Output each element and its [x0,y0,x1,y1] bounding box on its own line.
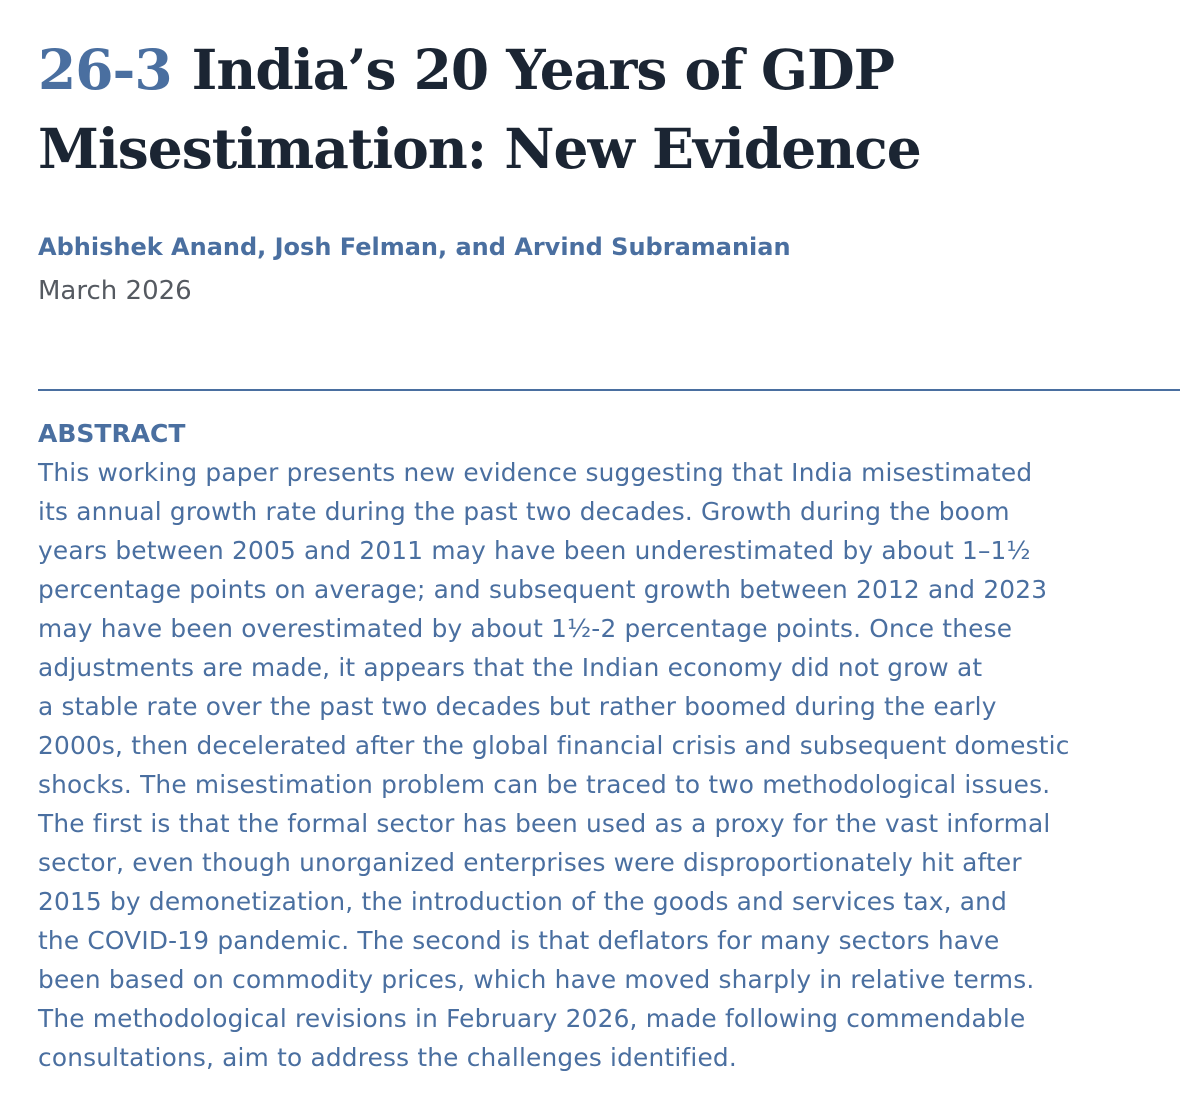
paper-date: March 2026 [38,276,192,306]
abstract-heading: ABSTRACT [38,419,186,448]
abstract-line: The first is that the formal sector has … [38,809,1051,838]
abstract-line: The methodological revisions in February… [38,1004,1026,1033]
abstract-line: its annual growth rate during the past t… [38,497,1010,526]
abstract-line: percentage points on average; and subseq… [38,575,1048,604]
paper-header: 26-3 India’s 20 Years of GDP Misestimatio… [38,30,1180,306]
paper-authors: Abhishek Anand, Josh Felman, and Arvind … [38,233,791,261]
abstract-line: a stable rate over the past two decades … [38,692,997,721]
abstract-line: consultations, aim to address the challe… [38,1043,737,1072]
abstract-line: may have been overestimated by about 1½-… [38,614,1013,643]
abstract-line: This working paper presents new evidence… [38,458,1033,487]
abstract-line: years between 2005 and 2011 may have bee… [38,536,1031,565]
paper-title-line-2: Misestimation: New Evidence [38,116,922,181]
section-divider [38,389,1180,391]
abstract-line: been based on commodity prices, which ha… [38,965,1035,994]
abstract-section: ABSTRACT This working paper presents new… [38,415,1183,1077]
abstract-line: sector, even though unorganized enterpri… [38,848,1022,877]
abstract-line: adjustments are made, it appears that th… [38,653,983,682]
abstract-line: 2000s, then decelerated after the global… [38,731,1070,760]
abstract-body: This working paper presents new evidence… [38,453,1183,1077]
abstract-line: the COVID-19 pandemic. The second is tha… [38,926,1000,955]
abstract-line: 2015 by demonetization, the introduction… [38,887,1008,916]
paper-title: 26-3 India’s 20 Years of GDP Misestimatio… [38,30,1180,188]
abstract-line: shocks. The misestimation problem can be… [38,770,1051,799]
paper-title-line-1: India’s 20 Years of GDP [191,37,895,102]
paper-number: 26-3 [38,37,173,102]
